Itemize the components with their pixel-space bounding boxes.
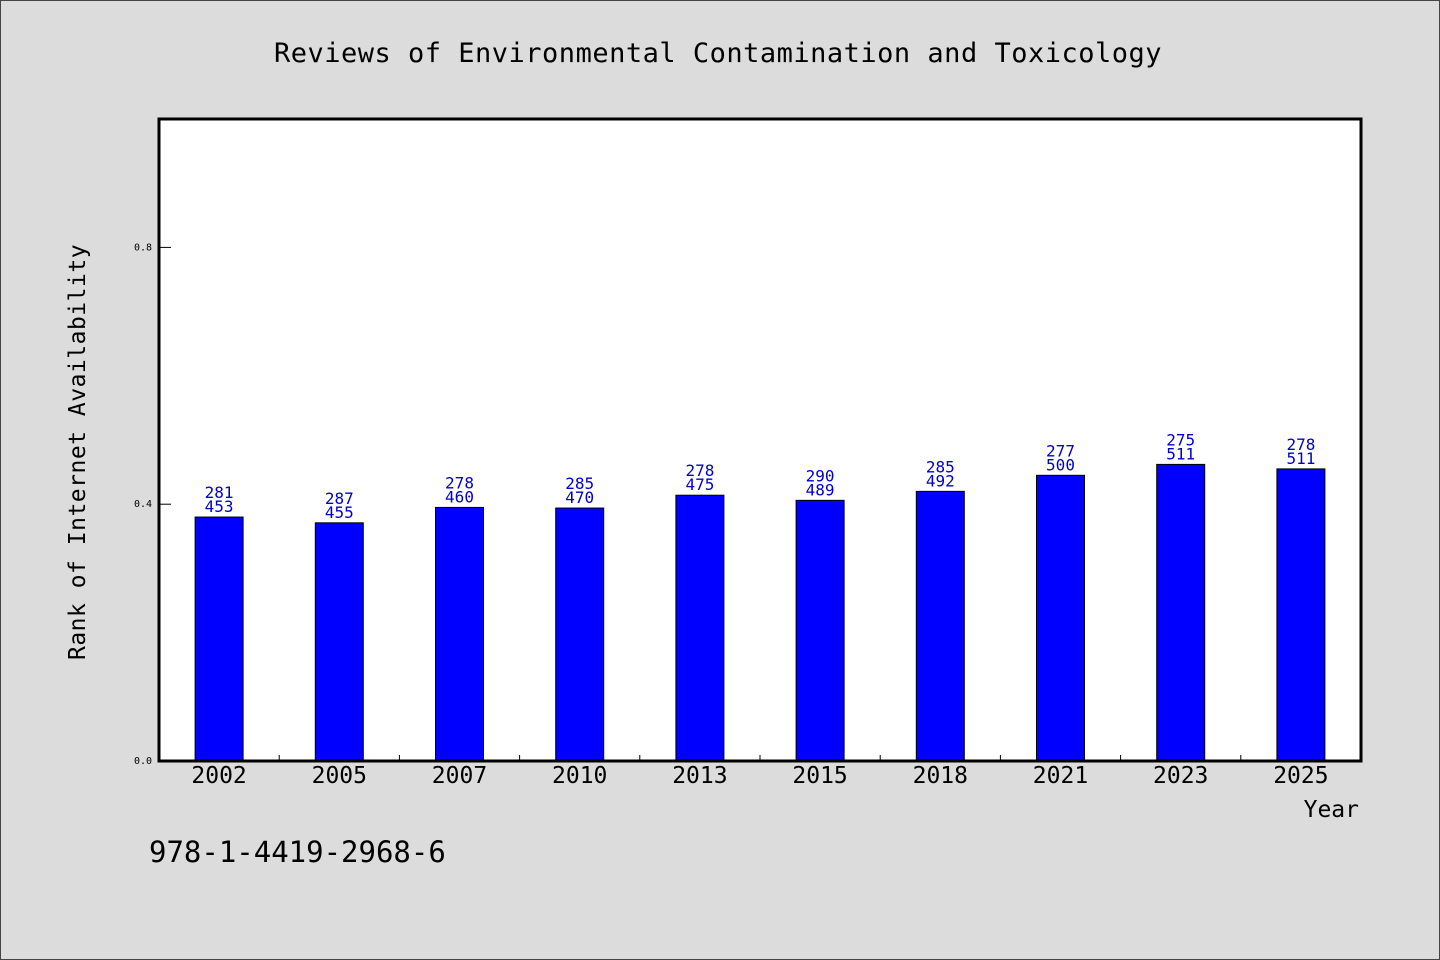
bar-label-top: 287 <box>325 489 354 508</box>
x-tick-label: 2013 <box>672 763 727 789</box>
bar-label-top: 275 <box>1166 430 1195 449</box>
bar-label-top: 281 <box>205 483 234 502</box>
bar-label-top: 278 <box>1286 435 1315 454</box>
bar-label-top: 285 <box>565 474 594 493</box>
bar-label-bottom: 492 <box>926 471 955 490</box>
bar-label-bottom: 511 <box>1166 444 1195 463</box>
x-tick-label: 2018 <box>913 763 968 789</box>
bar-label-top: 277 <box>1046 441 1075 460</box>
bar <box>1036 474 1085 762</box>
bar-label-bottom: 511 <box>1286 449 1315 468</box>
x-tick-label: 2005 <box>312 763 367 789</box>
x-tick-label: 2010 <box>552 763 607 789</box>
bar-label-bottom: 453 <box>205 497 234 516</box>
y-tick-label: 0.8 <box>134 242 152 253</box>
chart-title: Reviews of Environmental Contamination a… <box>274 38 1162 69</box>
plot-border <box>157 117 1363 763</box>
bar <box>314 522 364 762</box>
x-tick-label: 2002 <box>191 763 246 789</box>
bar-label-bottom: 475 <box>685 475 714 494</box>
x-tick-label: 2021 <box>1033 763 1088 789</box>
bar <box>1276 468 1326 762</box>
bar-label-bottom: 455 <box>325 503 354 522</box>
x-tick-label: 2023 <box>1153 763 1208 789</box>
bar-label-top: 278 <box>685 461 714 480</box>
bar-label-bottom: 460 <box>445 487 474 506</box>
bar <box>795 499 845 762</box>
x-tick-label: 2025 <box>1273 763 1328 789</box>
x-axis: 2002 2005 2007 2010 2013 2015 2018 2021 2023 2025 <box>191 755 1329 789</box>
bar <box>1156 463 1206 762</box>
bar-label-bottom: 470 <box>565 488 594 507</box>
bar <box>435 506 484 762</box>
bar-label-top: 278 <box>445 473 474 492</box>
isbn-label: 978-1-4419-2968-6 <box>149 835 446 869</box>
bar <box>194 516 244 762</box>
bar-label-bottom: 489 <box>806 480 835 499</box>
bar-series <box>194 463 1326 762</box>
bar-label-bottom: 500 <box>1046 455 1075 474</box>
x-axis-label: Year <box>1304 797 1359 823</box>
x-tick-label: 2015 <box>792 763 847 789</box>
bar <box>915 490 965 762</box>
y-tick-label: 0.4 <box>134 499 152 510</box>
y-axis-label: Rank of Internet Availability <box>65 244 91 660</box>
y-tick-label: 0.0 <box>134 756 152 767</box>
bar <box>555 507 605 762</box>
bar-label-top: 290 <box>806 466 835 485</box>
x-tick-label: 2007 <box>432 763 487 789</box>
bar-label-top: 285 <box>926 457 955 476</box>
bar <box>675 494 725 762</box>
